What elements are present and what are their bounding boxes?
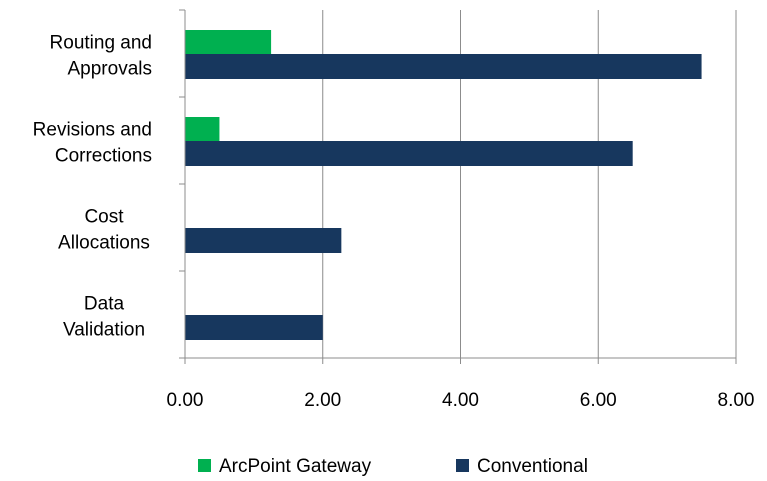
bar-arcpoint-gateway	[185, 117, 220, 142]
legend-item: ArcPoint Gateway	[198, 456, 372, 477]
x-tick-label: 8.00	[718, 390, 755, 411]
axes	[179, 9, 736, 359]
x-tick-label: 0.00	[167, 390, 204, 411]
legend: ArcPoint Gateway Conventional	[198, 456, 588, 477]
category-labels: Routing and Approvals Revisions and Correct…	[33, 33, 152, 341]
category-label-line: Approvals	[68, 59, 153, 80]
bar-conventional	[185, 228, 342, 253]
category-label: Routing and Approvals	[50, 33, 152, 80]
category-label-line: Corrections	[55, 146, 152, 167]
category-label-line: Routing and	[50, 33, 152, 54]
category-label: Cost Allocations	[58, 207, 150, 254]
bar-arcpoint-gateway	[185, 30, 272, 55]
category-label: Data Validation	[63, 294, 145, 341]
bar-conventional	[185, 141, 633, 166]
legend-label: ArcPoint Gateway	[219, 456, 372, 477]
legend-item: Conventional	[456, 456, 588, 477]
x-tick-label: 6.00	[580, 390, 617, 411]
category-label-line: Revisions and	[33, 120, 152, 141]
category-label-line: Allocations	[58, 233, 150, 254]
legend-swatch	[456, 459, 469, 472]
bar-conventional	[185, 315, 323, 340]
category-label-line: Data	[84, 294, 125, 315]
x-tick-label: 2.00	[304, 390, 341, 411]
category-label-line: Validation	[63, 320, 145, 341]
bar-conventional	[185, 54, 702, 79]
category-label: Revisions and Corrections	[33, 120, 152, 167]
category-label-line: Cost	[84, 207, 124, 228]
legend-label: Conventional	[477, 456, 588, 477]
x-tick-label: 4.00	[442, 390, 479, 411]
bars	[185, 30, 702, 340]
tick-labels: 0.00 2.00 4.00 6.00 8.00	[167, 390, 755, 411]
legend-swatch	[198, 459, 211, 472]
